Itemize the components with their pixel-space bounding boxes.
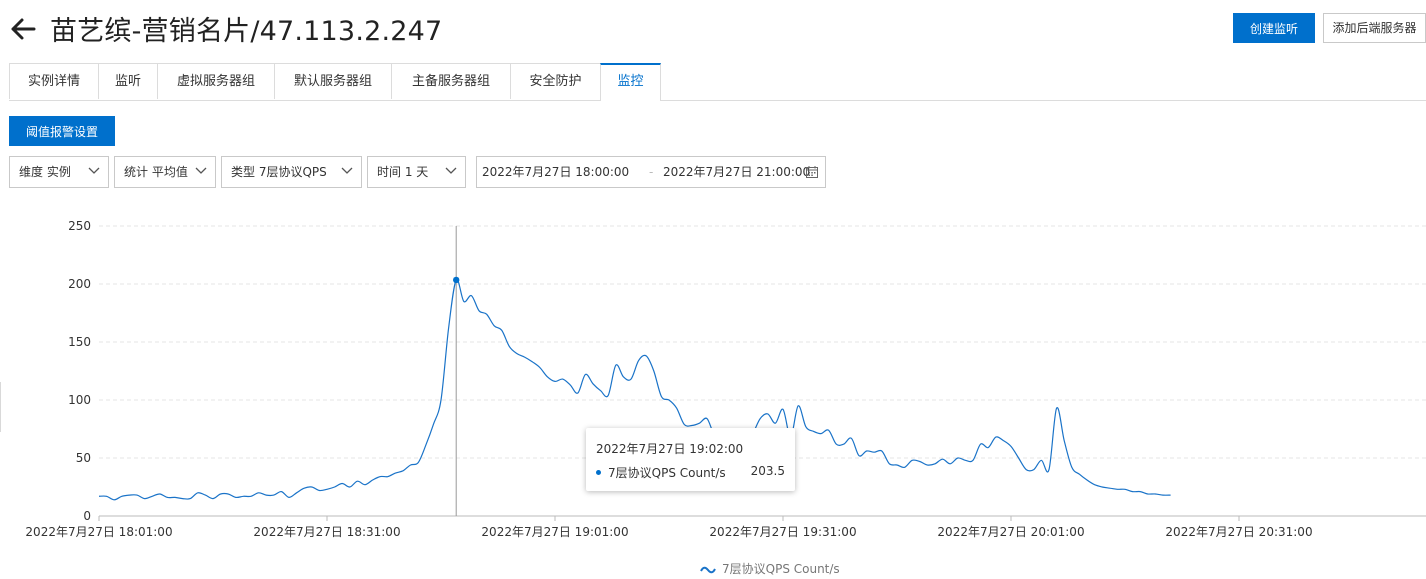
range-end-input[interactable]: 2022年7月27日 21:00:00 (663, 157, 810, 187)
calendar-icon[interactable] (806, 166, 818, 178)
y-tick-label: 250 (68, 219, 91, 233)
tab-security-protection[interactable]: 安全防护 (510, 63, 601, 99)
dimension-select[interactable]: 维度 实例 (9, 156, 109, 188)
tab-instance-details[interactable]: 实例详情 (9, 63, 99, 99)
tab-primary-backup-server-group[interactable]: 主备服务器组 (391, 63, 511, 99)
y-axis: 0 50 100 150 200 250 (68, 219, 91, 523)
statistic-select-value: 统计 平均值 (124, 165, 188, 179)
highlighted-data-point (453, 277, 459, 283)
range-start-input[interactable]: 2022年7月27日 18:00:00 (482, 157, 629, 187)
tooltip-time: 2022年7月27日 19:02:00 (596, 440, 743, 457)
tab-default-server-group[interactable]: 默认服务器组 (274, 63, 392, 99)
page-title: 苗艺缤-营销名片/47.113.2.247 (50, 9, 442, 48)
x-tick-label: 2022年7月27日 20:01:00 (937, 525, 1084, 539)
tooltip-series-name: 7层协议QPS Count/s (608, 464, 726, 481)
y-tick-label: 200 (68, 277, 91, 291)
range-separator: - (649, 157, 653, 187)
tab-bar: 实例详情 监听 虚拟服务器组 默认服务器组 主备服务器组 安全防护 监控 (9, 63, 1426, 101)
chart-tooltip: 2022年7月27日 19:02:00 7层协议QPS Count/s 203.… (586, 428, 795, 491)
legend-line-icon (700, 565, 716, 575)
x-axis: 2022年7月27日 18:01:00 2022年7月27日 18:31:00 20… (25, 516, 1312, 539)
tab-monitoring[interactable]: 监控 (600, 63, 661, 101)
y-tick-label: 0 (83, 509, 91, 523)
x-tick-label: 2022年7月27日 19:01:00 (481, 525, 628, 539)
tab-virtual-server-groups[interactable]: 虚拟服务器组 (157, 63, 275, 99)
add-backend-server-button[interactable]: 添加后端服务器 (1323, 13, 1426, 43)
tooltip-value: 203.5 (751, 464, 785, 478)
chevron-down-icon (88, 167, 100, 175)
page-header: 苗艺缤-营销名片/47.113.2.247 创建监听 添加后端服务器 (0, 0, 1426, 58)
y-tick-label: 150 (68, 335, 91, 349)
time-range-select-value: 时间 1 天 (377, 165, 428, 179)
y-tick-label: 100 (68, 393, 91, 407)
y-tick-label: 50 (76, 451, 91, 465)
x-tick-label: 2022年7月27日 18:01:00 (25, 525, 172, 539)
date-range-picker[interactable]: 2022年7月27日 18:00:00 - 2022年7月27日 21:00:0… (476, 156, 826, 188)
metric-type-select-value: 类型 7层协议QPS (231, 165, 327, 179)
statistic-select[interactable]: 统计 平均值 (114, 156, 216, 188)
back-arrow-icon[interactable] (8, 14, 38, 44)
metric-type-select[interactable]: 类型 7层协议QPS (221, 156, 362, 188)
time-range-select[interactable]: 时间 1 天 (367, 156, 466, 188)
x-tick-label: 2022年7月27日 20:31:00 (1165, 525, 1312, 539)
x-tick-label: 2022年7月27日 19:31:00 (709, 525, 856, 539)
alarm-threshold-settings-button[interactable]: 阈值报警设置 (9, 116, 115, 146)
tab-listeners[interactable]: 监听 (98, 63, 158, 99)
tooltip-series-dot (596, 470, 601, 475)
chevron-down-icon (195, 167, 207, 175)
legend-series-label: 7层协议QPS Count/s (722, 562, 840, 576)
chevron-down-icon (341, 167, 353, 175)
x-tick-label: 2022年7月27日 18:31:00 (253, 525, 400, 539)
chart-legend[interactable]: 7层协议QPS Count/s (700, 560, 840, 577)
create-listener-button[interactable]: 创建监听 (1233, 13, 1315, 43)
dimension-select-value: 维度 实例 (19, 165, 71, 179)
chevron-down-icon (445, 167, 457, 175)
